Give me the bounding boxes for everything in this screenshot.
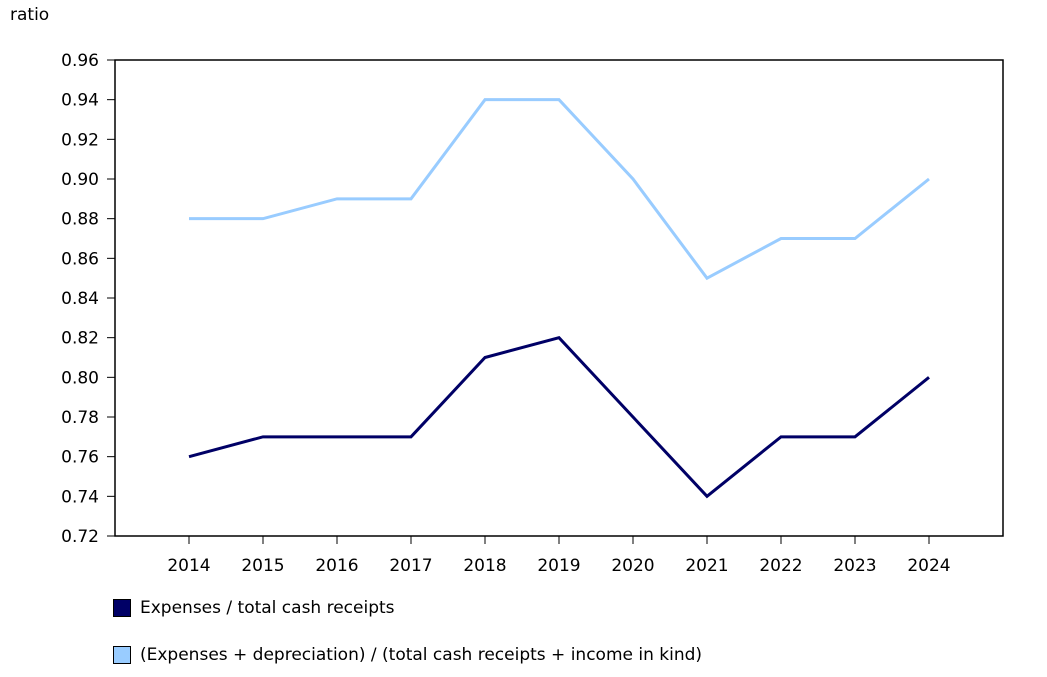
x-tick-label: 2022 — [759, 556, 802, 576]
y-tick-label: 0.76 — [61, 448, 99, 468]
x-tick-label: 2020 — [611, 556, 654, 576]
legend-item-expenses-ratio: Expenses / total cash receipts — [113, 598, 395, 618]
y-tick-label: 0.94 — [61, 91, 99, 111]
y-tick-label: 0.82 — [61, 329, 99, 349]
x-tick-label: 2017 — [389, 556, 432, 576]
x-tick-label: 2015 — [241, 556, 284, 576]
y-tick-label: 0.74 — [61, 487, 99, 507]
y-tick-label: 0.86 — [61, 249, 99, 269]
line-chart: ratio 0.720.740.760.780.800.820.840.860.… — [10, 5, 1004, 576]
x-tick-label: 2014 — [167, 556, 210, 576]
x-tick-label: 2023 — [833, 556, 876, 576]
y-tick-label: 0.78 — [61, 408, 99, 428]
legend-label-expenses-ratio: Expenses / total cash receipts — [140, 598, 395, 618]
plot-area-frame — [114, 59, 1004, 537]
y-axis: 0.72 0.74 0.76 0.78 0.80 0.82 0.84 0.86 0.88 0.90… — [61, 51, 115, 547]
x-tick-label: 2016 — [315, 556, 358, 576]
y-tick-label: 0.88 — [61, 210, 99, 230]
legend-swatch-expenses-ratio — [113, 599, 131, 617]
y-tick-label: 0.80 — [61, 368, 99, 388]
x-tick-label: 2018 — [463, 556, 506, 576]
y-tick-label: 0.96 — [61, 51, 99, 71]
series-line-expenses-ratio — [188, 335, 930, 499]
y-tick-label: 0.92 — [61, 130, 99, 150]
y-tick-label: 0.84 — [61, 289, 99, 309]
y-tick-label: 0.90 — [61, 170, 99, 190]
legend-item-expenses-depreciation-ratio: (Expenses + depreciation) / (total cash … — [113, 645, 702, 665]
y-axis-label: ratio — [10, 5, 49, 25]
y-tick-label: 0.72 — [61, 527, 99, 547]
x-tick-label: 2019 — [537, 556, 580, 576]
x-axis: 2014 2015 2016 2017 2018 2019 2020 2021 2022 2023… — [167, 536, 951, 576]
x-tick-label: 2021 — [685, 556, 728, 576]
series-lines — [188, 98, 930, 499]
series-line-expenses-depreciation-ratio — [189, 98, 930, 281]
legend-label-expenses-depreciation-ratio: (Expenses + depreciation) / (total cash … — [140, 645, 703, 665]
legend-swatch-expenses-depreciation-ratio — [113, 646, 131, 664]
x-tick-label: 2024 — [907, 556, 950, 576]
